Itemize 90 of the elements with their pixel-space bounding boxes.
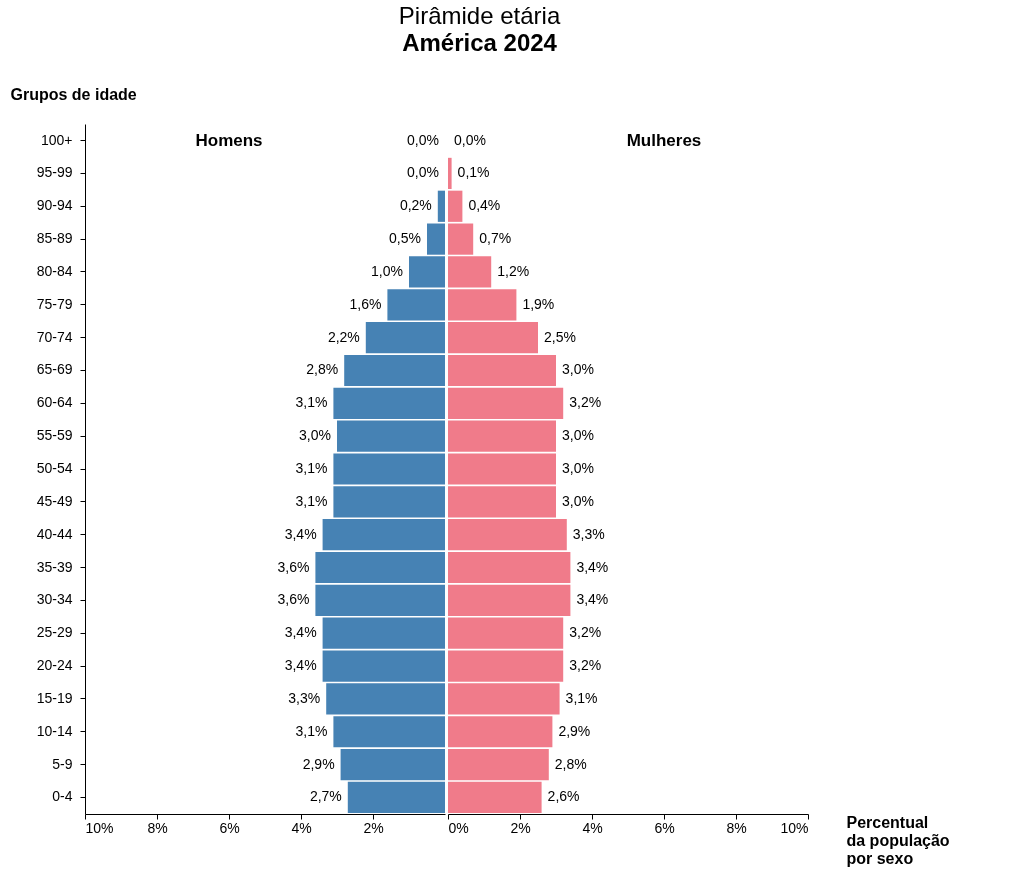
data-label: 3,4% [284,657,317,674]
y-tick-label: 35-39 [36,558,73,575]
y-tick-label: 95-99 [36,164,73,181]
x-tick-label: 4% [582,819,603,836]
data-label: 0,2% [399,197,432,214]
data-label: 3,0% [562,460,594,476]
y-tick-label: 20-24 [36,657,73,674]
y-tick-label: 70-74 [36,328,73,345]
bar [333,387,445,419]
data-label: 1,2% [497,262,530,279]
data-label: 0,0% [407,131,439,148]
data-label: 3,1% [565,689,598,706]
y-tick-label: 90-94 [36,197,73,214]
x-tick-label: 8% [726,819,747,836]
y-tick-label: 50-54 [36,460,73,476]
data-label: 0,5% [389,230,421,247]
data-label: 2,2% [327,328,360,345]
x-tick-label: 6% [219,819,240,836]
data-label: 2,8% [306,361,339,378]
data-label: 3,1% [295,460,328,476]
data-label: 3,2% [569,657,602,674]
bar [315,584,445,616]
data-label: 3,0% [562,361,594,378]
data-label: 2,5% [544,328,576,345]
y-tick-label: 75-79 [36,295,73,312]
x-tick-label: 2% [363,819,384,836]
data-label: 3,6% [277,591,310,608]
data-label: 1,9% [522,295,555,312]
data-label: 2,6% [547,788,580,805]
data-label: 0,0% [407,164,439,181]
data-label: 0,1% [457,164,490,181]
y-tick-label: 40-44 [36,525,73,542]
data-label: 3,1% [295,722,328,739]
y-tick-label: 0-4 [52,788,73,805]
data-label: 1,0% [371,262,403,279]
data-label: 3,1% [295,492,328,509]
data-label: 3,4% [284,624,317,641]
y-tick-label: 5-9 [52,755,73,772]
bar [344,354,445,387]
data-label: 3,2% [569,624,602,641]
text: Mulheres [626,130,702,150]
y-tick-label: 30-34 [36,591,73,608]
y-tick-label: 65-69 [36,361,73,378]
bar [365,322,445,354]
bar [437,190,445,222]
x-tick-label: 4% [291,819,312,836]
bar [315,551,445,584]
data-label: 2,9% [302,755,335,772]
data-label: 3,3% [288,689,321,706]
chart-title: Pirâmide etária [398,2,561,29]
data-label: 2,9% [558,722,591,739]
data-label: 2,7% [309,788,342,805]
data-label: 3,4% [284,525,317,542]
y-tick-label: 80-84 [36,262,73,279]
bar [333,716,445,748]
y-tick-label: 100+ [40,131,73,148]
x-tick-label: 6% [654,819,675,836]
data-label: 3,3% [572,525,605,542]
y-tick-label: 25-29 [36,624,73,641]
bar [340,748,445,781]
bar [322,519,445,551]
data-label: 1,6% [349,295,382,312]
x-tick-label: 8% [147,819,168,836]
data-label: 3,2% [569,394,602,411]
y-tick-label: 15-19 [36,689,73,706]
x-tick-label: 2% [510,819,531,836]
x-axis-title: Percentual da população por sexo [846,813,950,867]
y-tick-label: 85-89 [36,230,73,247]
x-tick-label: 0% [448,819,469,836]
y-tick-label: 10-14 [36,722,73,739]
bar [347,781,445,814]
y-tick-label: 45-49 [36,492,73,509]
y-axis-title: Grupos de idade [10,85,137,103]
data-label: 3,4% [576,558,609,575]
chart-subtitle: América 2024 [402,29,558,56]
data-label: 0,7% [479,230,512,247]
text: Homens [195,130,263,150]
data-label: 3,6% [277,558,310,575]
x-tick-label: 10% [780,819,809,836]
data-label: 3,1% [295,394,328,411]
data-label: 0,0% [454,131,486,148]
data-label: 3,0% [562,492,594,509]
data-label: 0,4% [468,197,501,214]
data-label: 2,8% [554,755,587,772]
data-label: 3,4% [576,591,609,608]
y-tick-label: 55-59 [36,427,73,444]
data-label: 3,0% [562,427,594,444]
x-tick-label: 10% [85,819,114,836]
y-tick-label: 60-64 [36,394,73,411]
data-label: 3,0% [299,427,331,444]
